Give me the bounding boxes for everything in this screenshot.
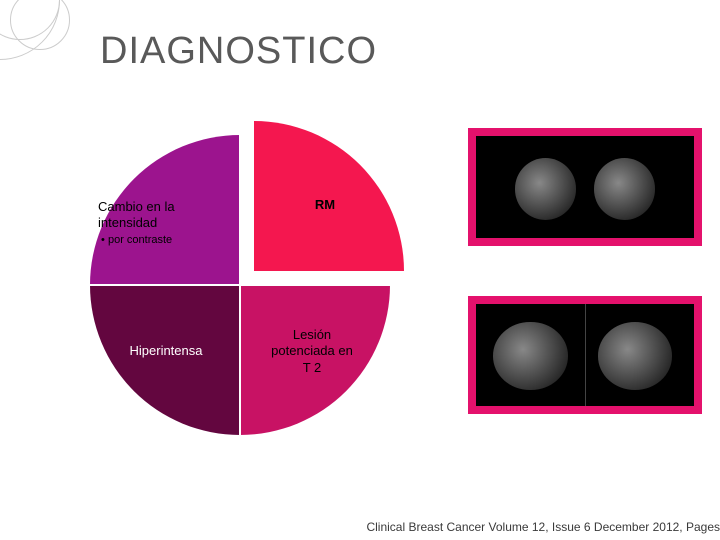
pie-label-top-left: Cambio en la intensidad • por contraste (98, 199, 228, 247)
pie-label-br-line3: T 2 (252, 360, 372, 376)
page-title: DIAGNOSTICO (100, 30, 377, 73)
pie-label-bottom-right: Lesión potenciada en T 2 (252, 327, 372, 376)
mri-image-bottom-content (476, 304, 694, 406)
diagnostic-pie: Cambio en la intensidad • por contraste … (90, 135, 390, 435)
pie-label-br-line2: potenciada en (252, 343, 372, 359)
citation-text: Clinical Breast Cancer Volume 12, Issue … (366, 520, 720, 534)
pie-label-top-left-bullet: por contraste (108, 234, 172, 246)
pie-label-bottom-left: Hiperintensa (106, 343, 226, 359)
pie-label-top-right: RM (280, 197, 370, 213)
pie-label-br-line1: Lesión (252, 327, 372, 343)
pie-label-top-left-line2: intensidad (98, 215, 228, 231)
pie-slice-top-right-exploded (104, 121, 404, 421)
mri-image-bottom (468, 296, 702, 414)
mri-image-top-content (476, 136, 694, 238)
pie-slice-top-right (104, 121, 404, 421)
pie-label-top-left-line1: Cambio en la (98, 199, 228, 215)
mri-image-top (468, 128, 702, 246)
